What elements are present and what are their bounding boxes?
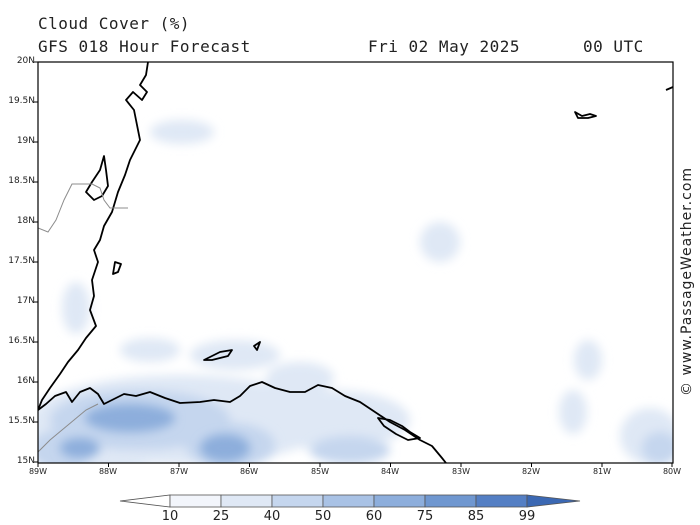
lon-label: 84W xyxy=(380,467,400,476)
colorbar-tick-label: 25 xyxy=(212,509,230,524)
colorbar-tick-label: 40 xyxy=(263,509,281,524)
coastline xyxy=(38,62,673,463)
lon-label: 88W xyxy=(98,467,118,476)
lat-label: 17.5N xyxy=(8,256,35,266)
lon-label: 85W xyxy=(310,467,330,476)
colorbar-max-arrow xyxy=(526,494,581,508)
lat-label: 18N xyxy=(16,216,35,226)
watermark-text: © www.PassageWeather.com xyxy=(679,166,695,396)
colorbar-bin xyxy=(322,494,375,508)
colorbar-tick-label: 10 xyxy=(161,509,179,524)
colorbar-bin xyxy=(424,494,477,508)
lon-label: 80W xyxy=(662,467,682,476)
colorbar-bin xyxy=(271,494,324,508)
lon-label: 82W xyxy=(521,467,541,476)
lat-ticks xyxy=(34,61,38,463)
lon-ticks xyxy=(37,463,673,467)
lat-label: 19N xyxy=(16,136,35,146)
lat-label: 16.5N xyxy=(8,336,35,346)
colorbar-tick-label: 85 xyxy=(467,509,485,524)
colorbar-tick-label: 99 xyxy=(518,509,536,524)
lat-label: 16N xyxy=(16,376,35,386)
lat-label: 17N xyxy=(16,296,35,306)
lat-label: 20N xyxy=(16,56,35,66)
lat-label: 18.5N xyxy=(8,176,35,186)
lon-label: 89W xyxy=(28,467,48,476)
colorbar-tick-label: 75 xyxy=(416,509,434,524)
lon-label: 83W xyxy=(451,467,471,476)
colorbar-bin xyxy=(169,494,222,508)
lon-label: 87W xyxy=(169,467,189,476)
colorbar-bin xyxy=(220,494,273,508)
lat-label: 15N xyxy=(16,456,35,466)
map-title: Cloud Cover (%) xyxy=(38,14,190,33)
lon-label: 81W xyxy=(592,467,612,476)
country-borders xyxy=(38,183,128,453)
colorbar-tick-label: 50 xyxy=(314,509,332,524)
colorbar xyxy=(119,494,581,508)
lon-label: 86W xyxy=(239,467,259,476)
forecast-subtitle: GFS 018 Hour Forecast xyxy=(38,37,251,56)
cloud-cover-layer xyxy=(38,62,673,463)
colorbar-bin xyxy=(373,494,426,508)
colorbar-bin xyxy=(475,494,528,508)
colorbar-min-arrow xyxy=(119,494,171,508)
forecast-time: 00 UTC xyxy=(583,37,644,56)
colorbar-tick-label: 60 xyxy=(365,509,383,524)
lat-label: 19.5N xyxy=(8,96,35,106)
lat-label: 15.5N xyxy=(8,416,35,426)
forecast-date: Fri 02 May 2025 xyxy=(368,37,520,56)
